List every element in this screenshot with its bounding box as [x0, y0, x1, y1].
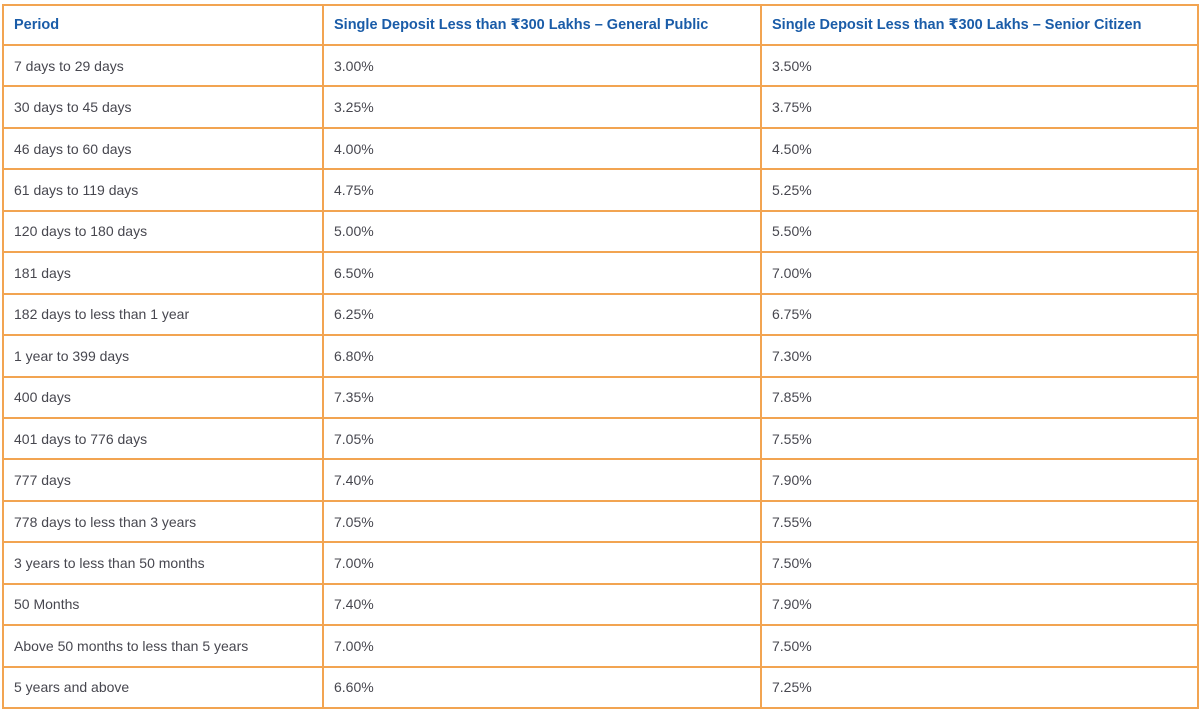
cell-general-public-rate: 7.35%: [322, 375, 762, 419]
cell-senior-citizen-rate: 7.50%: [760, 624, 1199, 668]
header-row: Period Single Deposit Less than ₹300 Lak…: [2, 4, 1199, 46]
cell-period: 46 days to 60 days: [2, 126, 324, 171]
table-row: 61 days to 119 days 4.75% 5.25%: [2, 168, 1199, 212]
cell-period: 777 days: [2, 458, 324, 502]
cell-period: 30 days to 45 days: [2, 85, 324, 129]
table-row: 1 year to 399 days 6.80% 7.30%: [2, 334, 1199, 378]
cell-general-public-rate: 5.00%: [322, 209, 762, 254]
cell-period: 182 days to less than 1 year: [2, 292, 324, 337]
cell-senior-citizen-rate: 7.55%: [760, 499, 1199, 544]
cell-period: 5 years and above: [2, 665, 324, 710]
cell-period: 50 Months: [2, 582, 324, 627]
cell-senior-citizen-rate: 5.50%: [760, 209, 1199, 254]
cell-period: Above 50 months to less than 5 years: [2, 624, 324, 668]
cell-general-public-rate: 7.00%: [322, 541, 762, 585]
cell-senior-citizen-rate: 7.25%: [760, 665, 1199, 710]
cell-senior-citizen-rate: 4.50%: [760, 126, 1199, 171]
cell-period: 401 days to 776 days: [2, 416, 324, 461]
table-row: Above 50 months to less than 5 years 7.00…: [2, 624, 1199, 668]
cell-general-public-rate: 6.50%: [322, 251, 762, 295]
cell-general-public-rate: 6.80%: [322, 334, 762, 378]
cell-general-public-rate: 7.40%: [322, 458, 762, 502]
cell-period: 7 days to 29 days: [2, 43, 324, 88]
cell-general-public-rate: 7.40%: [322, 582, 762, 627]
cell-senior-citizen-rate: 7.55%: [760, 416, 1199, 461]
cell-senior-citizen-rate: 3.75%: [760, 85, 1199, 129]
deposit-rates-table: Period Single Deposit Less than ₹300 Lak…: [2, 4, 1199, 710]
column-header-general-public: Single Deposit Less than ₹300 Lakhs – Ge…: [322, 4, 762, 46]
table-row: 120 days to 180 days 5.00% 5.50%: [2, 209, 1199, 254]
table-row: 46 days to 60 days 4.00% 4.50%: [2, 126, 1199, 171]
cell-general-public-rate: 7.00%: [322, 624, 762, 668]
cell-general-public-rate: 7.05%: [322, 416, 762, 461]
cell-senior-citizen-rate: 6.75%: [760, 292, 1199, 337]
table-row: 30 days to 45 days 3.25% 3.75%: [2, 85, 1199, 129]
table-row: 7 days to 29 days 3.00% 3.50%: [2, 43, 1199, 88]
cell-period: 61 days to 119 days: [2, 168, 324, 212]
cell-senior-citizen-rate: 7.30%: [760, 334, 1199, 378]
cell-period: 120 days to 180 days: [2, 209, 324, 254]
table-row: 182 days to less than 1 year 6.25% 6.75%: [2, 292, 1199, 337]
column-header-senior-citizen: Single Deposit Less than ₹300 Lakhs – Se…: [760, 4, 1199, 46]
cell-senior-citizen-rate: 3.50%: [760, 43, 1199, 88]
cell-period: 3 years to less than 50 months: [2, 541, 324, 585]
cell-general-public-rate: 3.00%: [322, 43, 762, 88]
table-row: 400 days 7.35% 7.85%: [2, 375, 1199, 419]
cell-period: 1 year to 399 days: [2, 334, 324, 378]
cell-general-public-rate: 4.75%: [322, 168, 762, 212]
cell-general-public-rate: 6.25%: [322, 292, 762, 337]
cell-senior-citizen-rate: 7.50%: [760, 541, 1199, 585]
cell-general-public-rate: 3.25%: [322, 85, 762, 129]
column-header-period: Period: [2, 4, 324, 46]
cell-senior-citizen-rate: 5.25%: [760, 168, 1199, 212]
table-row: 3 years to less than 50 months 7.00% 7.50%: [2, 541, 1199, 585]
cell-senior-citizen-rate: 7.90%: [760, 458, 1199, 502]
cell-senior-citizen-rate: 7.90%: [760, 582, 1199, 627]
cell-senior-citizen-rate: 7.00%: [760, 251, 1199, 295]
table-row: 401 days to 776 days 7.05% 7.55%: [2, 416, 1199, 461]
cell-general-public-rate: 6.60%: [322, 665, 762, 710]
cell-period: 181 days: [2, 251, 324, 295]
cell-period: 778 days to less than 3 years: [2, 499, 324, 544]
cell-period: 400 days: [2, 375, 324, 419]
table-row: 181 days 6.50% 7.00%: [2, 251, 1199, 295]
table-row: 778 days to less than 3 years 7.05% 7.55%: [2, 499, 1199, 544]
cell-general-public-rate: 4.00%: [322, 126, 762, 171]
table-row: 50 Months 7.40% 7.90%: [2, 582, 1199, 627]
cell-senior-citizen-rate: 7.85%: [760, 375, 1199, 419]
table-row: 5 years and above 6.60% 7.25%: [2, 665, 1199, 710]
table-row: 777 days 7.40% 7.90%: [2, 458, 1199, 502]
cell-general-public-rate: 7.05%: [322, 499, 762, 544]
